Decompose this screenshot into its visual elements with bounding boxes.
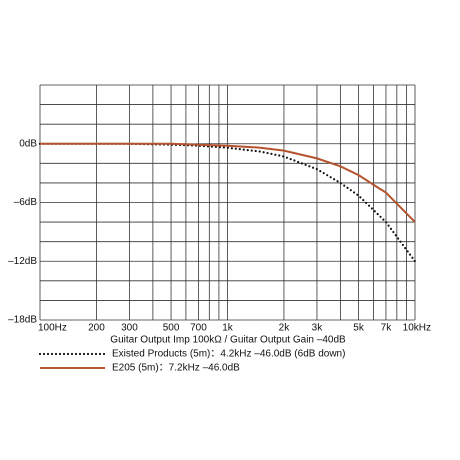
x-axis-label: Guitar Output Imp 100kΩ / Guitar Output … bbox=[110, 335, 346, 346]
x-tick-label: 200 bbox=[88, 323, 105, 334]
x-tick-label: 700 bbox=[190, 323, 207, 334]
y-tick-label: –12dB bbox=[8, 256, 37, 267]
x-tick-label: 100Hz bbox=[38, 323, 67, 334]
series-line bbox=[38, 142, 417, 263]
series-line bbox=[40, 142, 416, 223]
legend-label: Existed Products (5m)：4.2kHz –46.0dB (6d… bbox=[112, 349, 345, 360]
x-tick-label: 500 bbox=[163, 323, 180, 334]
legend-label: E205 (5m)：7.2kHz –46.0dB bbox=[112, 363, 240, 374]
x-tick-label: 5k bbox=[353, 323, 365, 334]
y-tick-label: –6dB bbox=[14, 197, 38, 208]
x-tick-label: 7k bbox=[381, 323, 393, 334]
x-tick-label: 2k bbox=[279, 323, 291, 334]
y-tick-label: 0dB bbox=[19, 138, 37, 149]
x-tick-label: 1k bbox=[222, 323, 234, 334]
x-tick-label: 10kHz bbox=[403, 323, 431, 334]
y-tick-label: –18dB bbox=[8, 315, 37, 326]
x-tick-label: 300 bbox=[121, 323, 138, 334]
x-tick-label: 3k bbox=[312, 323, 324, 334]
